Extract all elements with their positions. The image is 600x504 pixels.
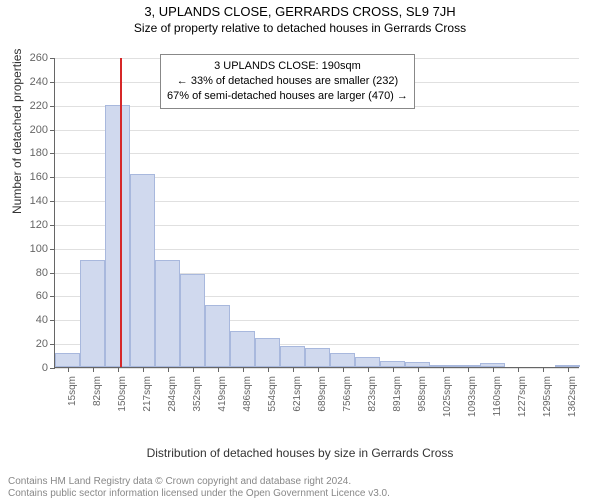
x-tick-label: 1227sqm — [517, 376, 528, 417]
bar — [255, 338, 280, 367]
bar — [205, 305, 230, 367]
x-tick — [393, 367, 394, 372]
annotation-box: 3 UPLANDS CLOSE: 190sqm ← 33% of detache… — [160, 54, 415, 109]
x-tick-label: 1160sqm — [492, 376, 503, 416]
x-tick-label: 419sqm — [217, 376, 228, 412]
x-tick-label: 150sqm — [117, 376, 128, 412]
x-tick — [143, 367, 144, 372]
y-tick — [50, 368, 55, 369]
x-tick — [168, 367, 169, 372]
bar — [105, 105, 130, 367]
x-tick-label: 958sqm — [417, 376, 428, 412]
bar — [55, 353, 80, 367]
grid-line — [55, 153, 579, 154]
y-tick-label: 200 — [30, 124, 48, 136]
x-tick-label: 1362sqm — [567, 376, 578, 417]
y-tick — [50, 273, 55, 274]
footer-attribution: Contains HM Land Registry data © Crown c… — [8, 476, 390, 500]
x-tick-label: 823sqm — [367, 376, 378, 412]
x-tick-label: 82sqm — [92, 376, 103, 406]
y-tick — [50, 82, 55, 83]
bar — [180, 274, 205, 367]
x-tick — [118, 367, 119, 372]
x-tick-label: 352sqm — [192, 376, 203, 412]
x-tick — [368, 367, 369, 372]
bar — [155, 260, 180, 367]
annotation-line-1: 3 UPLANDS CLOSE: 190sqm — [167, 59, 408, 74]
y-tick — [50, 320, 55, 321]
x-tick-label: 15sqm — [67, 376, 78, 406]
x-tick — [343, 367, 344, 372]
footer-line-2: Contains public sector information licen… — [8, 488, 390, 500]
y-tick-label: 100 — [30, 243, 48, 255]
y-tick — [50, 153, 55, 154]
y-tick-label: 140 — [30, 195, 48, 207]
y-tick-label: 80 — [36, 267, 48, 279]
x-tick — [68, 367, 69, 372]
x-tick — [293, 367, 294, 372]
x-tick — [93, 367, 94, 372]
y-axis-label: Number of detached properties — [10, 49, 24, 214]
x-tick-label: 689sqm — [317, 376, 328, 412]
bar — [130, 174, 155, 367]
y-tick-label: 240 — [30, 76, 48, 88]
x-tick — [493, 367, 494, 372]
x-tick — [218, 367, 219, 372]
x-tick — [518, 367, 519, 372]
x-tick-label: 217sqm — [142, 376, 153, 412]
x-tick-label: 891sqm — [392, 376, 403, 412]
y-tick-label: 160 — [30, 171, 48, 183]
x-tick — [318, 367, 319, 372]
footer-line-1: Contains HM Land Registry data © Crown c… — [8, 476, 390, 488]
y-tick-label: 60 — [36, 290, 48, 302]
bar — [280, 346, 305, 367]
bar — [305, 348, 330, 367]
x-tick — [543, 367, 544, 372]
x-tick-label: 621sqm — [292, 376, 303, 412]
x-tick-label: 756sqm — [342, 376, 353, 412]
x-tick — [568, 367, 569, 372]
x-axis-label: Distribution of detached houses by size … — [0, 446, 600, 460]
grid-line — [55, 130, 579, 131]
y-tick — [50, 106, 55, 107]
x-tick-label: 486sqm — [242, 376, 253, 412]
x-tick — [443, 367, 444, 372]
y-tick — [50, 177, 55, 178]
x-tick — [243, 367, 244, 372]
marker-line — [120, 58, 122, 367]
y-tick — [50, 225, 55, 226]
bar — [355, 357, 380, 367]
y-tick-label: 180 — [30, 147, 48, 159]
annotation-line-3: 67% of semi-detached houses are larger (… — [167, 89, 408, 104]
x-tick-label: 1295sqm — [542, 376, 553, 417]
y-tick — [50, 201, 55, 202]
y-tick-label: 0 — [42, 362, 48, 374]
x-tick-label: 1093sqm — [467, 376, 478, 417]
y-tick-label: 20 — [36, 338, 48, 350]
x-tick-label: 284sqm — [167, 376, 178, 412]
x-tick — [193, 367, 194, 372]
bar — [80, 260, 105, 367]
y-tick-label: 260 — [30, 52, 48, 64]
y-tick — [50, 130, 55, 131]
x-tick — [268, 367, 269, 372]
y-tick — [50, 58, 55, 59]
x-tick-label: 554sqm — [267, 376, 278, 412]
y-tick-label: 220 — [30, 100, 48, 112]
y-tick-label: 40 — [36, 314, 48, 326]
page-title: 3, UPLANDS CLOSE, GERRARDS CROSS, SL9 7J… — [0, 4, 600, 19]
y-tick — [50, 249, 55, 250]
y-tick — [50, 296, 55, 297]
x-tick-label: 1025sqm — [442, 376, 453, 417]
y-tick-label: 120 — [30, 219, 48, 231]
x-tick — [468, 367, 469, 372]
page-subtitle: Size of property relative to detached ho… — [0, 21, 600, 35]
x-tick — [418, 367, 419, 372]
bar — [330, 353, 355, 367]
y-tick — [50, 344, 55, 345]
annotation-line-2: ← 33% of detached houses are smaller (23… — [167, 74, 408, 89]
bar — [230, 331, 255, 367]
